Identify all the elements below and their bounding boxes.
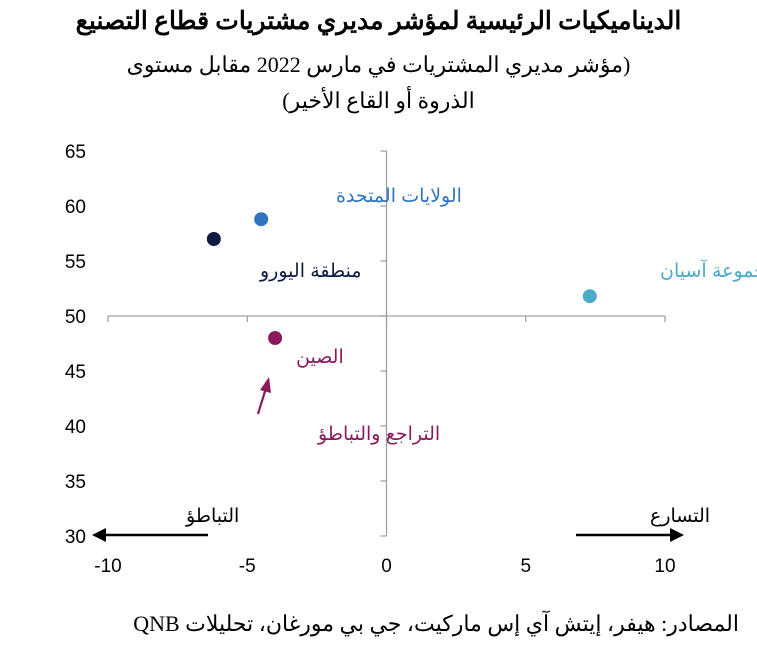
y-tick-label: 30 [65, 527, 86, 548]
x-tick-label: 0 [381, 556, 392, 577]
annotation-label: التراجع والتباطؤ [317, 424, 440, 445]
series-label: مجموعة آسيان [660, 258, 757, 282]
data-point [268, 331, 283, 345]
series-label: منطقة اليورو [259, 261, 362, 282]
series-label: الصين [296, 347, 344, 368]
y-tick-label: 35 [65, 472, 86, 493]
chart-subtitle-line2: الذروة أو القاع الأخير) [282, 88, 475, 113]
chart-title: الديناميكيات الرئيسية لمؤشر مديري مشتريا… [75, 8, 682, 35]
y-tick-label: 65 [65, 142, 86, 163]
y-tick-label: 55 [65, 252, 86, 273]
chart-subtitle-line1: (مؤشر مديري المشتريات في مارس 2022 مقابل… [126, 52, 631, 77]
acceleration-label: التسارع [650, 506, 710, 527]
slowdown-label: التباطؤ [185, 506, 239, 527]
x-tick-label: -5 [239, 556, 256, 577]
annotation-arrow-line [256, 387, 268, 415]
y-tick-label: 60 [65, 197, 86, 218]
x-tick-label: 10 [654, 556, 675, 577]
y-tick-label: 40 [65, 417, 86, 438]
y-tick-label: 50 [65, 307, 86, 328]
y-tick-label: 45 [65, 362, 86, 383]
x-tick-label: -10 [94, 556, 121, 577]
annotation-arrow-head [260, 377, 271, 393]
slowdown-arrow-head [92, 528, 106, 542]
data-point [582, 289, 597, 304]
data-point [254, 212, 269, 227]
series-label: الولايات المتحدة [336, 186, 462, 207]
data-point [206, 232, 221, 246]
x-tick-label: 5 [520, 556, 531, 577]
source-note: المصادر: هيفر، إيتش آي إس ماركيت، جي بي … [133, 611, 739, 636]
acceleration-arrow-head [670, 528, 684, 542]
